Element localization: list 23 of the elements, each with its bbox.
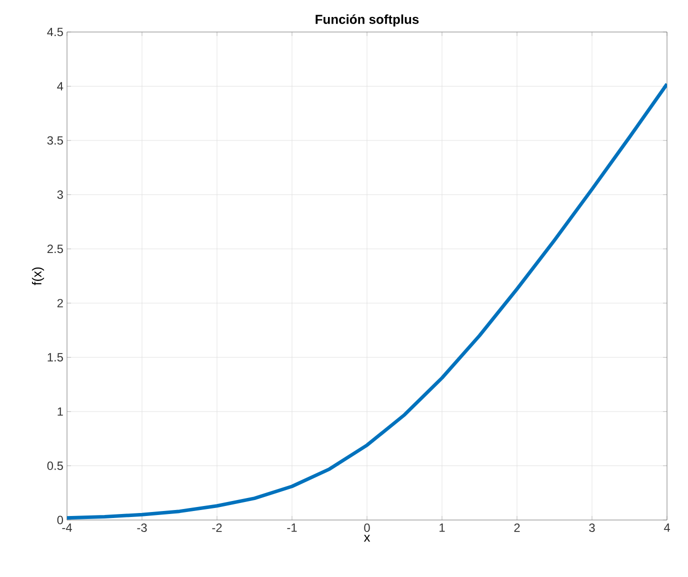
x-tick-label: 4 bbox=[664, 524, 670, 532]
y-tick-label: 1.5 bbox=[48, 353, 63, 362]
y-tick-label: 4.5 bbox=[47, 28, 63, 36]
y-tick-label: 2.5 bbox=[47, 244, 63, 254]
y-tick-label: 2 bbox=[57, 298, 63, 308]
x-tick-label: -4 bbox=[62, 524, 72, 532]
y-tick-label: 3.5 bbox=[47, 136, 63, 145]
y-axis-title: f(x) bbox=[32, 267, 44, 286]
x-tick-label: 3 bbox=[589, 524, 595, 532]
line-series bbox=[67, 82, 668, 520]
x-tick-label: -1 bbox=[287, 524, 297, 532]
y-tick-label: 1 bbox=[58, 407, 63, 416]
y-tick-label: 0 bbox=[57, 516, 64, 524]
x-tick-label: 2 bbox=[514, 524, 520, 532]
chart-title: Función softplus bbox=[316, 14, 419, 26]
x-tick-label: -3 bbox=[137, 524, 147, 532]
x-tick-label: -2 bbox=[212, 524, 222, 532]
y-tick-label: 0.5 bbox=[47, 462, 63, 470]
x-tick-label: 0 bbox=[364, 524, 370, 532]
y-tick-label: 3 bbox=[57, 190, 63, 199]
y-tick-label: 4 bbox=[57, 82, 64, 90]
x-axis-title: x bbox=[364, 534, 370, 542]
x-tick-label: 1 bbox=[440, 524, 445, 532]
